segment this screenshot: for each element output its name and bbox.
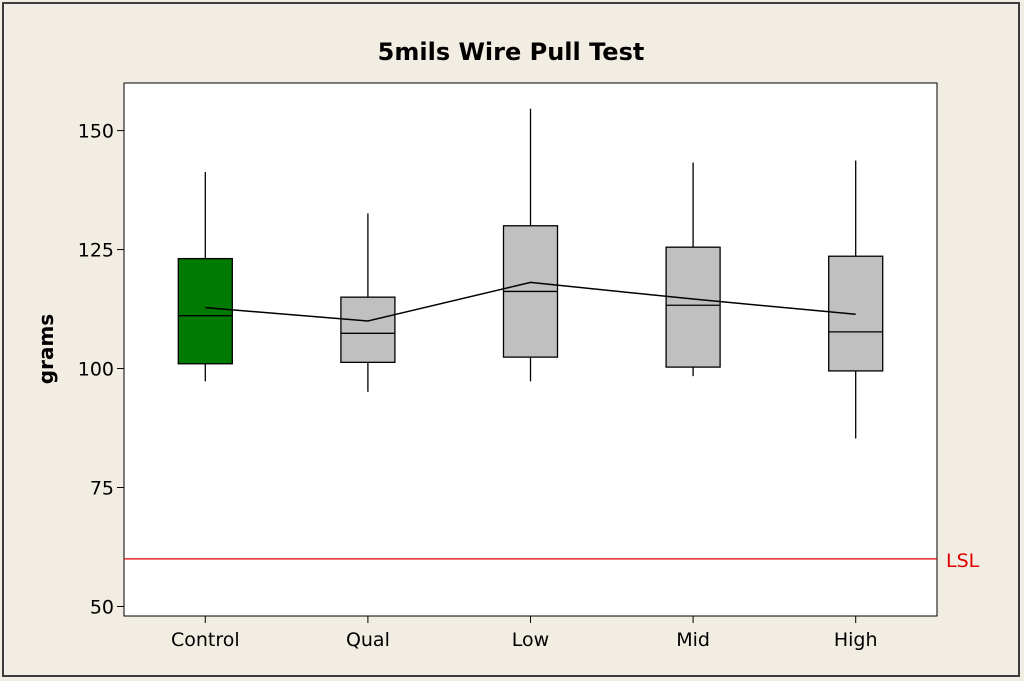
y-tick-label: 150 [78, 121, 114, 143]
reference-line-label: LSL [946, 550, 980, 572]
y-tick-label: 50 [90, 596, 114, 618]
x-tick-label: High [834, 629, 878, 651]
x-tick-label: Qual [346, 629, 390, 651]
box-mid [665, 246, 721, 368]
x-tick-label: Mid [676, 629, 710, 651]
chart-title: 5mils Wire Pull Test [378, 38, 645, 66]
x-tick-label: Control [171, 629, 240, 651]
mean-connect-line [205, 281, 856, 322]
x-tick-label: Low [512, 629, 549, 651]
y-tick-label: 100 [78, 359, 114, 381]
y-axis-label: grams [34, 314, 58, 384]
box-qual [340, 296, 396, 363]
y-tick-label: 125 [78, 240, 114, 262]
box-control [177, 257, 233, 365]
y-tick-label: 75 [90, 478, 114, 500]
